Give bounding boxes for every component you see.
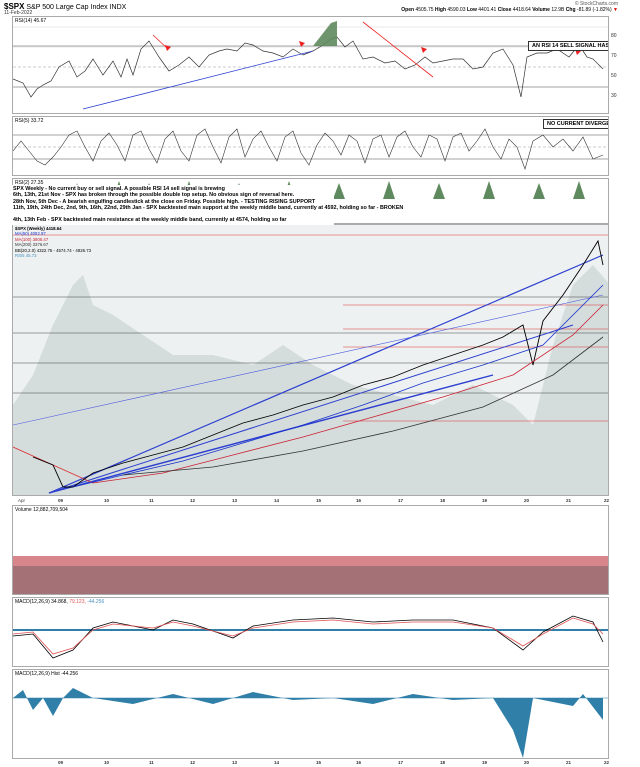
rsi14-annotation: AN RSI 14 SELL SIGNAL HAS FIXED	[528, 41, 608, 51]
rsi14-panel: RSI(14) 45.67 AN RSI 14 SELL SIGNAL HAS …	[12, 16, 609, 114]
chart-date: 11-Feb-2022	[4, 10, 33, 16]
price-panel: $SPX (Weekly) 4418.64 MA(50) 4082.97 MA(…	[12, 224, 609, 496]
note-line: 4th, 13th Feb - SPX backtested main resi…	[13, 217, 287, 224]
volume-panel: Volume 12,882,709,504	[12, 505, 609, 595]
price-plot	[13, 225, 608, 495]
macd-label: MACD(12,26,9) 34.868, 79.123, -44.256	[15, 599, 105, 605]
symbol-name: S&P 500 Large Cap Index INDX	[26, 4, 127, 11]
note-line: 11th, 19th, 24th Dec, 2nd, 9th, 16th, 22…	[13, 204, 404, 211]
price-title: $SPX (Weekly) 4418.64	[15, 226, 62, 231]
analysis-notes: SPX Weekly - No current buy or sell sign…	[12, 185, 404, 226]
note-line: SPX Weekly - No current buy or sell sign…	[13, 186, 225, 192]
rsi14-axis: 80 70 50 30	[611, 33, 617, 99]
rsi2-label: RSI(2) 27.35	[15, 180, 44, 186]
volume-label: Volume 12,882,709,504	[15, 507, 68, 513]
price-legend: $SPX (Weekly) 4418.64 MA(50) 4082.97 MA(…	[15, 226, 91, 259]
ohlc-summary: Open 4505.75 High 4590.03 Low 4401.41 Cl…	[401, 7, 618, 13]
macd-hist-panel: MACD(12,26,9) Hist -44.256	[12, 669, 609, 759]
macd-plot	[13, 615, 608, 659]
price-x-axis: Apr 09 10 11 12 13 14 15 16 17 18 19 20 21 22	[18, 498, 610, 503]
brand: © StockCharts.com	[574, 1, 618, 7]
note-line: 28th Nov, 5th Dec - A bearish engulfing …	[13, 198, 316, 205]
rsi14-plot	[13, 21, 608, 110]
macd-hist-plot	[13, 688, 608, 758]
rsi5-label: RSI(5) 33.72	[15, 118, 44, 124]
chart-title: $SPX S&P 500 Large Cap Index INDX	[4, 2, 126, 11]
note-line: 6th, 13th, 21st Nov - SPX has broken thr…	[13, 192, 295, 199]
symbol: $SPX	[4, 2, 25, 11]
bottom-x-axis: 09 10 11 12 13 14 15 16 17 18 19 20 21 22	[58, 760, 610, 765]
rsi5-plot	[13, 128, 608, 170]
macd-panel: MACD(12,26,9) 34.868, 79.123, -44.256	[12, 597, 609, 667]
rsi14-label: RSI(14) 45.67	[15, 18, 47, 24]
macd-hist-label: MACD(12,26,9) Hist -44.256	[15, 671, 79, 677]
volume-plot	[13, 556, 608, 594]
rsi5-panel: RSI(5) 33.72 NO CURRENT DIVERGENCE	[12, 116, 609, 176]
rsi5-annotation: NO CURRENT DIVERGENCE	[543, 119, 608, 129]
